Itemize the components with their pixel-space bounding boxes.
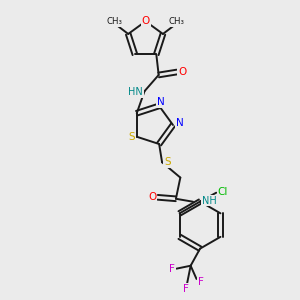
Text: NH: NH xyxy=(202,196,217,206)
Text: N: N xyxy=(157,98,164,107)
Text: F: F xyxy=(198,277,204,287)
Text: S: S xyxy=(128,132,135,142)
Text: O: O xyxy=(178,67,186,77)
Text: S: S xyxy=(164,157,171,167)
Text: F: F xyxy=(183,284,189,294)
Text: CH₃: CH₃ xyxy=(169,17,184,26)
Text: O: O xyxy=(142,16,150,26)
Text: CH₃: CH₃ xyxy=(107,17,123,26)
Text: Cl: Cl xyxy=(218,187,228,196)
Text: O: O xyxy=(148,192,157,202)
Text: N: N xyxy=(176,118,183,128)
Text: F: F xyxy=(169,264,175,274)
Text: HN: HN xyxy=(128,87,143,97)
